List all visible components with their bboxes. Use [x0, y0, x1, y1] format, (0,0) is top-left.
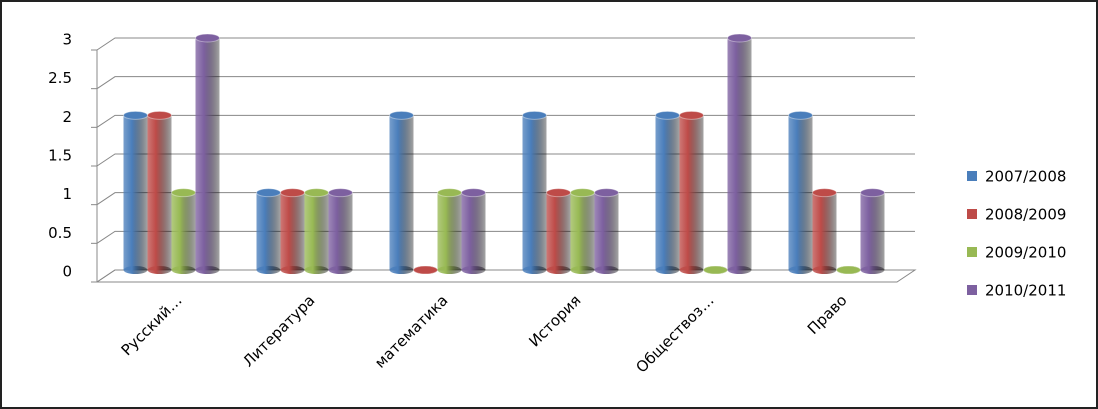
bar-cap [304, 188, 329, 198]
bar-cap [679, 110, 704, 120]
bar-cap [570, 188, 595, 198]
bar-cap [703, 265, 728, 275]
legend-swatch [967, 171, 977, 181]
bar [389, 115, 414, 270]
bar [655, 115, 680, 270]
bar-cap [280, 188, 305, 198]
y-tick-label: 2.5 [48, 69, 72, 87]
bar-cap [522, 110, 547, 120]
legend-label: 2007/2008 [985, 168, 1066, 186]
grid-line [96, 114, 915, 128]
grid-line [96, 269, 915, 283]
bar-cap [836, 265, 861, 275]
bar [256, 192, 281, 270]
bar [727, 38, 752, 270]
legend-swatch [967, 285, 977, 295]
grid-line [96, 37, 915, 51]
bar [304, 192, 329, 270]
bar-cap [195, 33, 220, 43]
bar [860, 192, 885, 270]
bar-cap [171, 188, 196, 198]
legend-swatch [967, 209, 977, 219]
bar-cap [256, 188, 281, 198]
bar [522, 115, 547, 270]
legend-label: 2008/2009 [985, 206, 1066, 224]
bar-cap [328, 188, 353, 198]
grid-line [96, 230, 915, 244]
bar [280, 192, 305, 270]
bar-cap [655, 110, 680, 120]
bar-cap [594, 188, 619, 198]
y-tick-label: 3 [62, 31, 72, 49]
bar [570, 192, 595, 270]
legend-label: 2009/2010 [985, 244, 1066, 262]
legend-label: 2010/2011 [985, 282, 1066, 300]
bar [147, 115, 172, 270]
bar [123, 115, 148, 270]
bar [437, 192, 462, 270]
bar [812, 192, 837, 270]
bar [594, 192, 619, 270]
bar [328, 192, 353, 270]
bar-cap [389, 110, 414, 120]
grid-line [96, 153, 915, 167]
y-tick-label: 0 [62, 263, 72, 281]
bar-cap [461, 188, 486, 198]
bar [195, 38, 220, 270]
y-tick-label: 0.5 [48, 224, 72, 242]
grid-line [96, 76, 915, 90]
y-tick-label: 1 [62, 185, 72, 203]
bar-cap [788, 110, 813, 120]
bar [679, 115, 704, 270]
legend-swatch [967, 247, 977, 257]
y-tick-label: 2 [62, 108, 72, 126]
bar-cap [123, 110, 148, 120]
bar [461, 192, 486, 270]
bar-cap [437, 188, 462, 198]
bar [788, 115, 813, 270]
bar-cap [860, 188, 885, 198]
bar [171, 192, 196, 270]
bar-cap [812, 188, 837, 198]
y-tick-label: 1.5 [48, 147, 72, 165]
bar-cap [413, 265, 438, 275]
bar-cap [546, 188, 571, 198]
bar-cap [727, 33, 752, 43]
bar [546, 192, 571, 270]
bar-cap [147, 110, 172, 120]
grid-line [96, 192, 915, 206]
